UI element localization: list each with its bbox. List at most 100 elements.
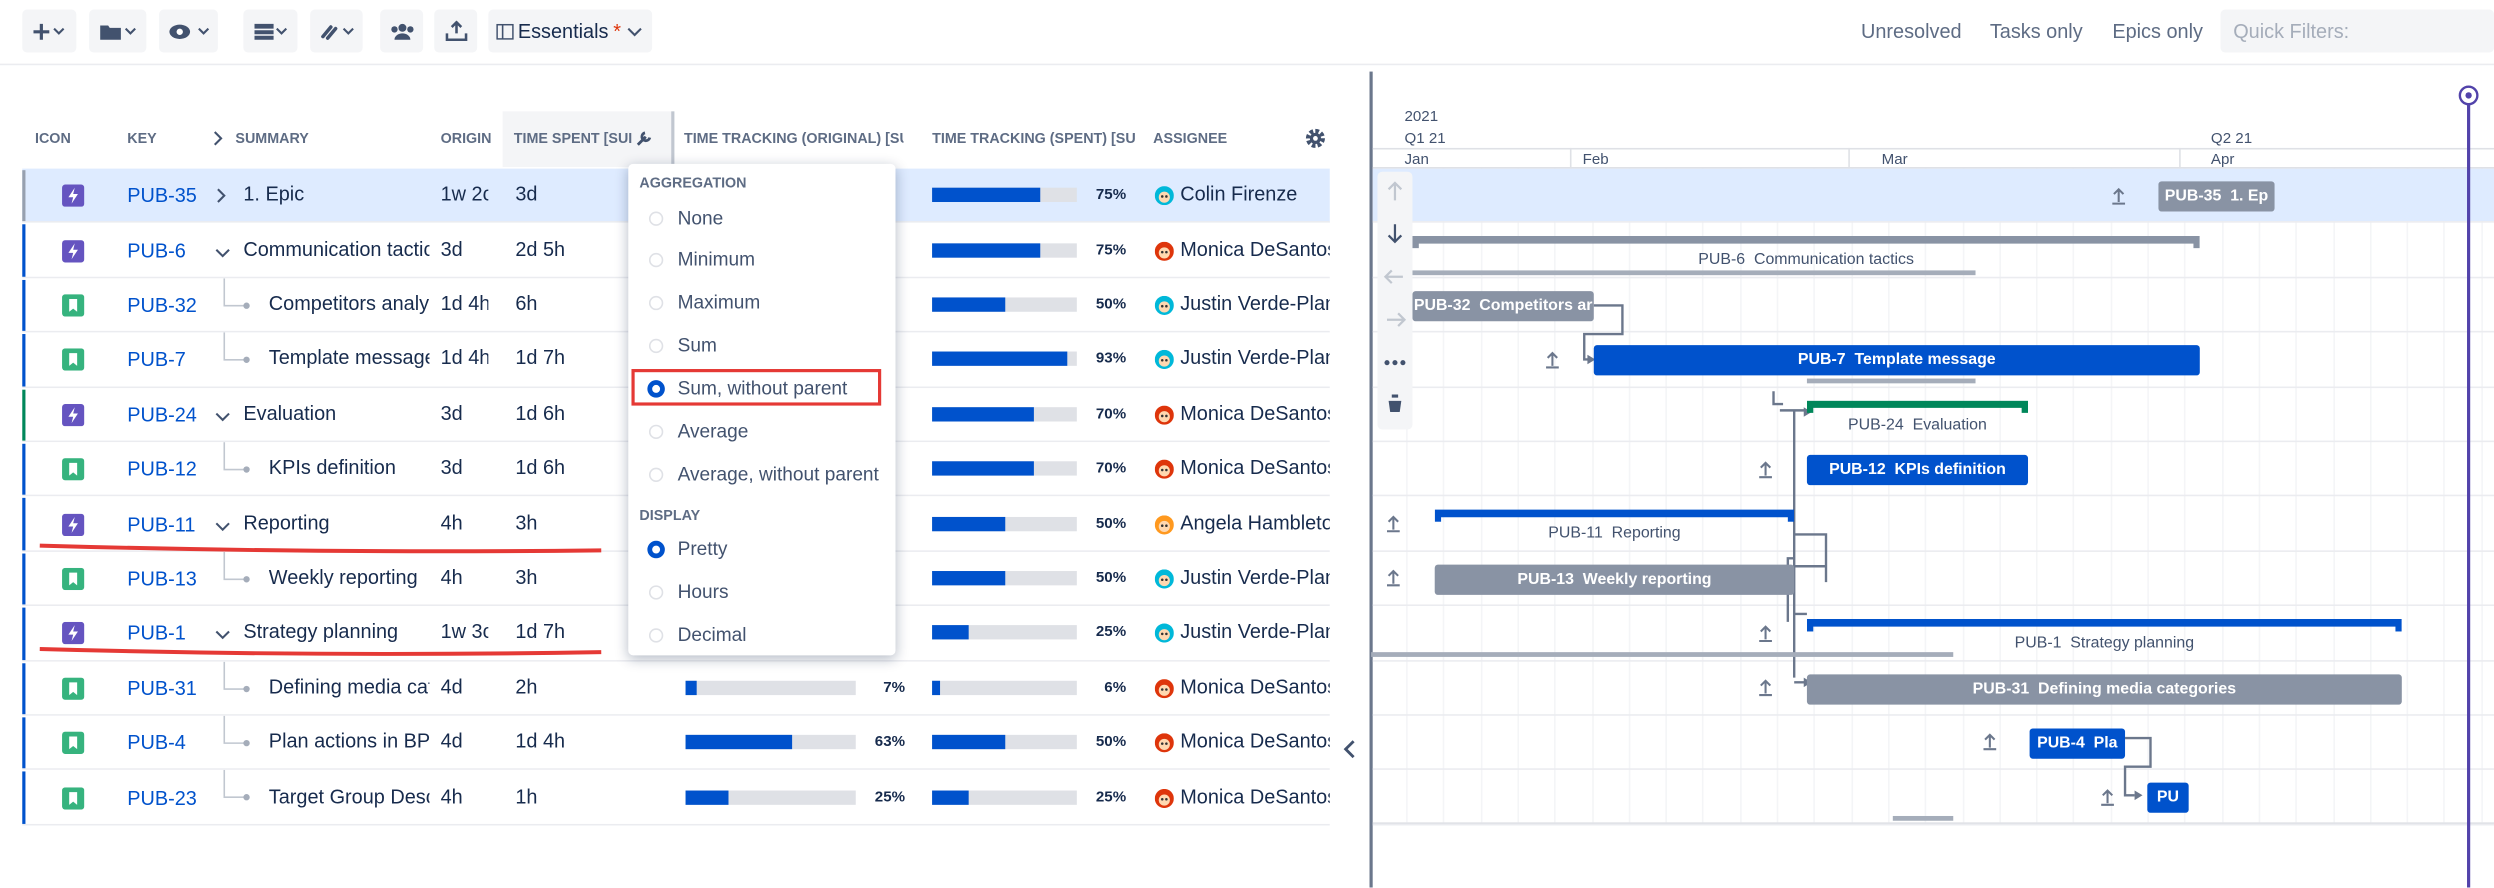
filter-button[interactable]: Tasks only [1989, 20, 2083, 43]
progress-label: 70% [1095, 459, 1127, 478]
radio-option[interactable]: Minimum [648, 248, 755, 270]
progress-track [932, 571, 1077, 586]
row-accent [22, 717, 26, 769]
progress-track [932, 680, 1077, 695]
collapse-toggle[interactable] [215, 246, 231, 259]
story-icon [62, 458, 85, 481]
radio-option[interactable]: Maximum [648, 291, 760, 313]
move-icon[interactable] [1385, 568, 1401, 587]
filter-button[interactable]: Unresolved [1861, 20, 1962, 43]
gantt-tool-icons[interactable] [1381, 178, 1410, 426]
move-icon[interactable] [1758, 460, 1774, 479]
issue-key[interactable]: PUB-23 [127, 786, 197, 809]
issue-key[interactable]: PUB-24 [127, 403, 197, 426]
radio-option[interactable]: Average [648, 420, 748, 442]
gantt-bar[interactable]: PUB-4 Pla [2029, 728, 2126, 759]
radio-button [648, 584, 664, 599]
link-button[interactable] [310, 9, 363, 53]
move-icon[interactable] [1982, 732, 1998, 751]
move-icon[interactable] [1758, 624, 1774, 643]
assignee: Monica DeSantos [1180, 730, 1330, 753]
issue-key[interactable]: PUB-11 [127, 513, 196, 536]
radio-option[interactable]: Average, without parent [648, 463, 879, 485]
table-row[interactable] [22, 715, 1330, 771]
progress-fill [932, 516, 1005, 531]
move-icon[interactable] [2111, 186, 2127, 205]
issue-key[interactable]: PUB-7 [127, 348, 186, 372]
assignee: Monica DeSantos [1180, 456, 1330, 480]
move-icon[interactable] [1758, 678, 1774, 697]
today-marker [2458, 85, 2479, 106]
gantt-bar[interactable]: PUB-12 KPIs definition [1806, 454, 2029, 486]
radio-option[interactable]: Sum, without parent [647, 377, 847, 399]
origin: 1d 4h [440, 292, 489, 315]
gantt-bar[interactable]: PUB-35 1. Ep [2158, 181, 2275, 212]
view-selector[interactable]: Essentials * [488, 9, 653, 53]
folder-button[interactable] [89, 9, 147, 53]
export-button[interactable] [434, 9, 478, 53]
settings-icon[interactable] [1304, 127, 1326, 149]
progress-fill [685, 735, 793, 750]
gantt-bar[interactable]: PUB-32 Competitors ar [1412, 290, 1594, 321]
progress-track [685, 789, 856, 805]
issue-key[interactable]: PUB-6 [127, 239, 186, 262]
annotation [39, 543, 602, 656]
quick-filter-input[interactable]: Quick Filters: [2220, 9, 2494, 53]
summary: Template message [268, 347, 430, 370]
origin: 4h [440, 511, 463, 534]
radio-option[interactable]: Hours [648, 581, 729, 603]
gantt-bar[interactable]: PU [2147, 783, 2189, 814]
gantt-bar[interactable]: PUB-13 Weekly reporting [1434, 564, 1795, 595]
pane-divider[interactable] [1369, 71, 1373, 888]
progress-label: 7% [883, 678, 906, 697]
row-accent [22, 224, 26, 277]
fields-button[interactable] [243, 9, 298, 53]
issue-key[interactable]: PUB-31 [127, 677, 197, 700]
add-button[interactable] [22, 9, 77, 53]
view-button[interactable] [159, 9, 218, 53]
radio-option[interactable]: Pretty [647, 538, 727, 560]
collapse-toggle[interactable] [215, 629, 231, 642]
table-row[interactable] [22, 770, 1330, 826]
gantt-tools [1377, 171, 1413, 430]
issue-key[interactable]: PUB-4 [127, 731, 186, 755]
collapse-arrow[interactable] [1341, 738, 1357, 760]
expand-toggle[interactable] [215, 188, 228, 204]
radio-button [648, 338, 664, 353]
move-icon[interactable] [2100, 787, 2116, 806]
collapse-toggle[interactable] [215, 519, 231, 532]
radio-button [648, 252, 664, 267]
issue-key[interactable]: PUB-35 [127, 184, 197, 208]
issue-key[interactable]: PUB-12 [127, 458, 197, 481]
filter-button[interactable]: Epics only [2112, 20, 2203, 43]
origin: 3d [440, 456, 463, 480]
radio-option[interactable]: Sum [648, 334, 717, 356]
radio-button [648, 210, 664, 226]
origin: 4h [440, 785, 463, 808]
time-spent: 1d 4h [515, 730, 566, 753]
gantt-bar[interactable]: PUB-7 Template message [1593, 345, 2200, 376]
radio-option[interactable]: None [648, 207, 723, 229]
radio-button [647, 540, 665, 558]
issue-key[interactable]: PUB-1 [127, 622, 186, 645]
epic-icon [62, 239, 85, 262]
table-row[interactable] [22, 661, 1330, 716]
radio-option[interactable]: Decimal [648, 624, 747, 646]
move-icon[interactable] [1544, 350, 1560, 369]
issue-key[interactable]: PUB-13 [127, 567, 197, 591]
wrench-icon[interactable] [635, 129, 654, 148]
collapse-toggle[interactable] [215, 410, 231, 423]
radio-button [648, 295, 664, 310]
gantt-bar[interactable]: PUB-31 Defining media categories [1806, 673, 2402, 704]
origin: 3d [440, 402, 463, 425]
column-resizer [671, 111, 675, 168]
people-button[interactable] [380, 9, 424, 53]
expand-all[interactable] [212, 130, 225, 146]
move-icon[interactable] [1385, 514, 1401, 533]
issue-key[interactable]: PUB-32 [127, 294, 197, 317]
origin: 4d [440, 675, 463, 698]
time-spent: 2h [515, 675, 538, 698]
summary: Strategy planning [243, 620, 399, 644]
avatar [1154, 678, 1174, 698]
row-accent [22, 443, 26, 496]
